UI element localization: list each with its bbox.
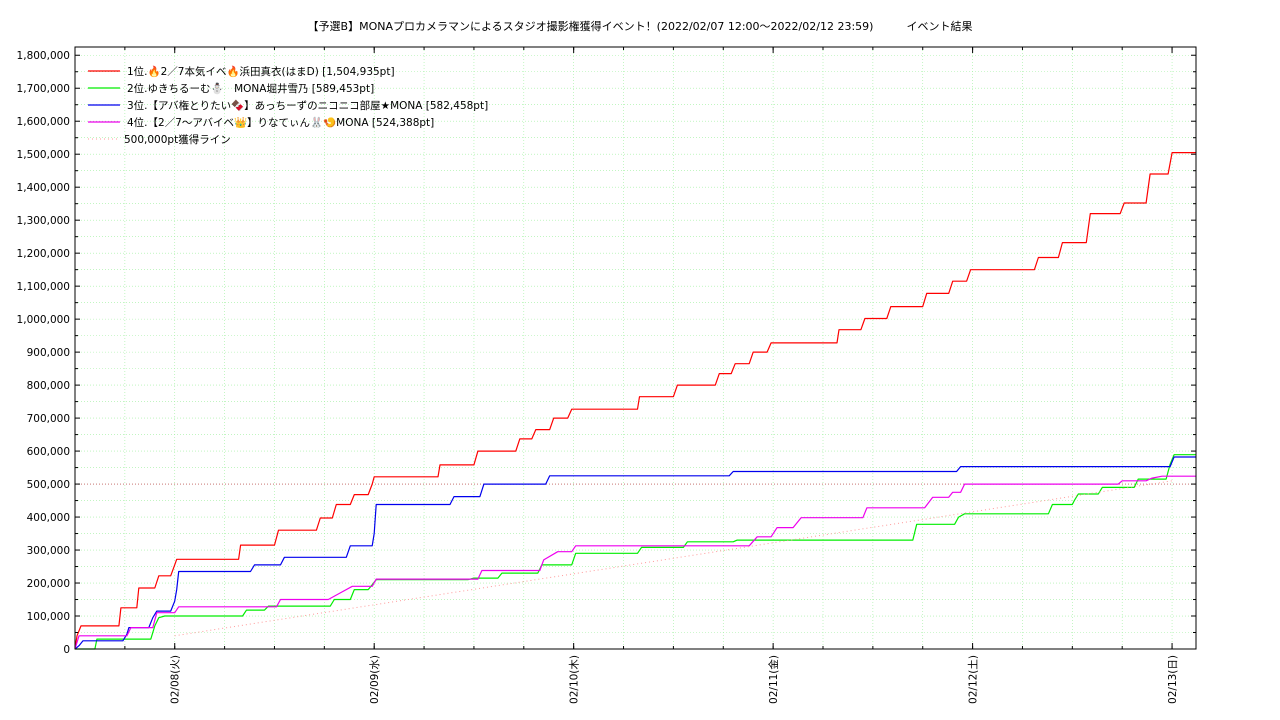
- legend-label-2: 2位.ゆきちるーむ⛄ MONA堀井雪乃 [589,453pt]: [127, 82, 374, 95]
- y-tick-label: 0: [63, 644, 70, 656]
- legend-label-1: 1位.🔥2／7本気イベ🔥浜田真衣(はまD) [1,504,935pt]: [127, 65, 395, 78]
- series-line-2: [75, 454, 1196, 650]
- y-tick-label: 1,500,000: [17, 149, 70, 161]
- x-tick-label: 02/10(木): [569, 655, 581, 704]
- chart-title: 【予選B】MONAプロカメラマンによるスタジオ撮影権獲得イベント！(2022/0…: [307, 20, 973, 33]
- x-tick-label: 02/11(金): [767, 655, 780, 704]
- legend: 1位.🔥2／7本気イベ🔥浜田真衣(はまD) [1,504,935pt] 2位.ゆき…: [88, 65, 488, 146]
- axis-ticks: 0 100,000 200,000 300,000 400,000 500,000 600,…: [17, 47, 1196, 704]
- y-tick-label: 1,100,000: [17, 281, 70, 293]
- y-tick-label: 600,000: [27, 446, 70, 458]
- y-tick-label: 700,000: [27, 413, 70, 425]
- y-tick-label: 400,000: [27, 512, 70, 524]
- y-tick-label: 1,400,000: [17, 182, 70, 194]
- legend-label-4: 4位.【2／7〜アバイベ👑】りなてぃん🐰🍤MONA [524,388pt]: [127, 116, 434, 129]
- series-line-5: [174, 480, 1173, 637]
- x-tick-label: 02/12(土): [967, 655, 980, 704]
- y-tick-label: 1,600,000: [17, 116, 70, 128]
- plot-frame: [74, 46, 1197, 650]
- y-tick-label: 1,800,000: [17, 50, 70, 62]
- y-tick-label: 100,000: [27, 611, 70, 623]
- series-line-1: [74, 152, 1196, 650]
- legend-label-5: 500,000pt獲得ライン: [124, 133, 231, 146]
- y-tick-label: 200,000: [27, 578, 70, 590]
- y-tick-label: 800,000: [27, 380, 70, 392]
- y-tick-label: 300,000: [27, 545, 70, 557]
- x-tick-label: 02/08(火): [170, 655, 182, 704]
- series-line-4: [74, 475, 1196, 650]
- y-tick-label: 900,000: [27, 347, 70, 359]
- x-tick-label: 02/09(水): [369, 655, 381, 704]
- y-tick-label: 1,700,000: [17, 83, 70, 95]
- y-tick-label: 1,200,000: [17, 248, 70, 260]
- x-tick-label: 02/13(日): [1167, 655, 1179, 704]
- y-tick-label: 1,000,000: [17, 314, 70, 326]
- legend-label-3: 3位.【アバ権とりたい🍫】あっちーずのニコニコ部屋★MONA [582,458p…: [127, 99, 488, 112]
- y-tick-label: 500,000: [27, 479, 70, 491]
- y-tick-label: 1,300,000: [17, 215, 70, 227]
- grid: [75, 47, 1196, 649]
- series-lines: [74, 152, 1196, 650]
